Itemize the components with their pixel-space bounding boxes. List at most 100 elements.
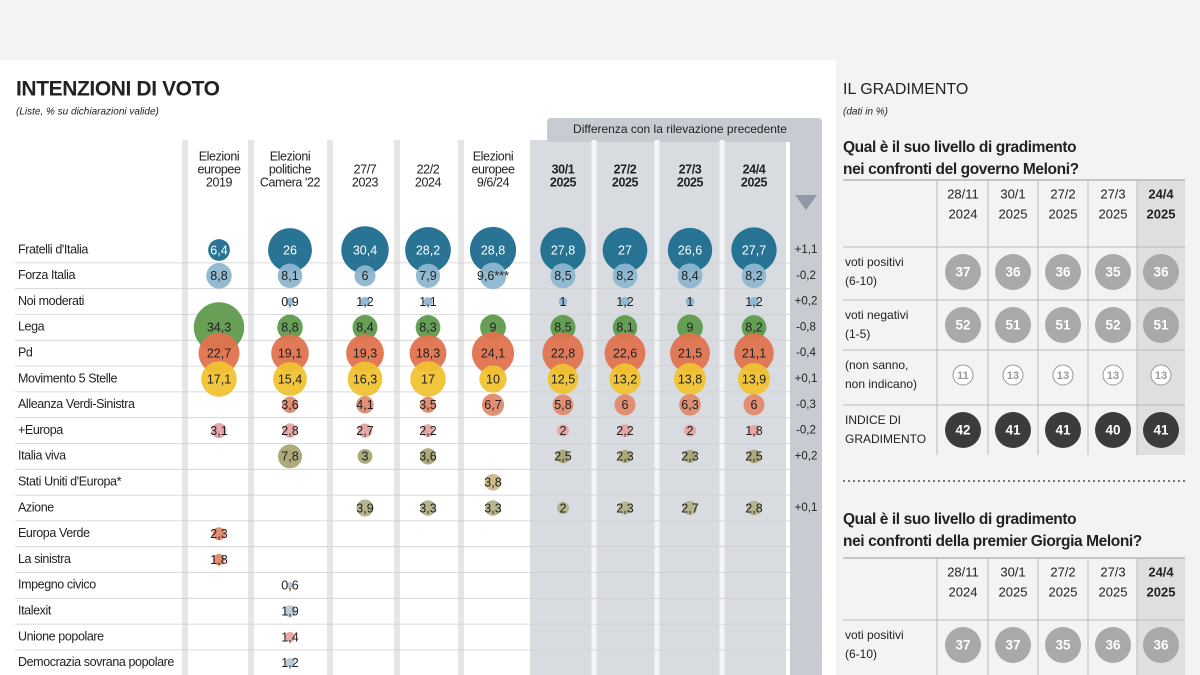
score-value: 41 [1005,423,1021,438]
cell-value: 3 [362,450,369,464]
cell-value: 8,1 [281,269,298,283]
score-circle [945,627,981,663]
cell-value: 27 [618,243,632,257]
bubble [737,362,771,396]
bubble [556,424,570,437]
bubble [356,499,374,517]
bubble [556,501,570,515]
column-header: politiche [269,162,312,176]
bubble [410,361,446,397]
cell-value: 8,4 [681,269,698,283]
cell-value: 17,1 [207,372,231,386]
party-name: Noi moderati [18,294,84,308]
bubble [743,394,765,416]
cell-value: 4,1 [356,398,373,412]
cell-value: 8,8 [281,321,298,335]
bubble [469,226,517,274]
bubble [741,315,767,340]
column-separators [182,140,464,675]
question: Qual è il suo livello di gradimento [843,511,1076,528]
bubble [749,296,759,307]
score-circle [952,364,974,386]
score-circle [995,412,1031,448]
score-value: 36 [1005,265,1021,280]
bubble [277,314,303,341]
cell-value: 2,7 [681,501,698,515]
cell-value: 8,5 [554,269,571,283]
bubble [683,449,697,463]
party-name: La sinistra [18,552,71,566]
cell-value: 28,8 [481,243,505,257]
bubble [341,226,389,274]
bubble [479,262,507,290]
score-circle [1143,627,1179,663]
bubble [285,297,295,306]
cell-value: 1,4 [281,630,298,644]
bubble [286,582,294,589]
cell-value: 3,6 [419,450,436,464]
row-label: INDICE DI [845,413,901,427]
bubble [741,263,767,289]
row-label: GRADIMENTO [845,432,926,446]
bubble [618,501,632,515]
bubble [420,500,436,516]
cell-value: 2,3 [616,501,633,515]
score-value: 37 [955,265,970,280]
bubble [612,315,638,340]
cell-value: 1,2 [281,656,298,670]
column-header: europee [471,162,515,176]
cell-value: 27,7 [742,243,766,257]
cell-value: 15,4 [278,372,302,386]
cell-value: 1,2 [356,295,373,309]
score-value: 36 [1153,265,1169,280]
cell-value: 18,3 [416,346,440,360]
score-circle [1095,627,1131,663]
question: nei confronti della premier Giorgia Melo… [843,533,1142,550]
column-header: 9/6/24 [477,175,510,189]
party-name: Democrazia sovrana popolare [18,655,174,669]
bubble [540,227,586,273]
cell-value: 2,2 [616,424,633,438]
bubble [198,332,240,374]
bubble [415,263,441,288]
bubble [748,424,760,437]
bubble [731,227,777,273]
bubble [284,631,296,643]
party-name: Italexit [18,603,52,617]
bubble [201,361,237,397]
cell-value: 8,2 [745,321,762,335]
bubble [556,449,570,464]
score-circle [995,254,1031,290]
score-circle [1045,412,1081,448]
bubble [211,423,227,439]
left-title: INTENZIONI DI VOTO [16,78,220,101]
cell-value: 1,2 [745,295,762,309]
diff-value: -0,2 [796,270,816,282]
bubble [208,239,230,261]
cell-value: 13,2 [613,372,637,386]
score-circle [995,307,1031,343]
cell-value: 2,5 [745,450,762,464]
bubble [405,227,451,273]
party-name: Lega [18,320,45,334]
bubble [421,424,435,437]
cell-value: 28,2 [416,243,440,257]
column-header: 27/2 [614,162,637,176]
bubble [618,424,632,437]
column-header: 2025 [999,206,1028,221]
right-subtitle: (dati in %) [843,107,888,118]
cell-value: 3,6 [281,398,298,412]
cell-value: 0,6 [281,579,298,593]
column-header: 2025 [550,175,577,189]
cell-value: 9 [490,321,497,335]
bubble [618,449,632,463]
score-circle [945,254,981,290]
diff-value: -0,4 [796,347,816,359]
cell-value: 1,8 [210,553,227,567]
bubble [484,473,502,491]
score-value: 35 [1105,265,1121,280]
cell-value: 5,8 [554,398,571,412]
diff-arrow [795,195,817,210]
cell-value: 1 [560,295,567,309]
party-name: Azione [18,500,54,514]
